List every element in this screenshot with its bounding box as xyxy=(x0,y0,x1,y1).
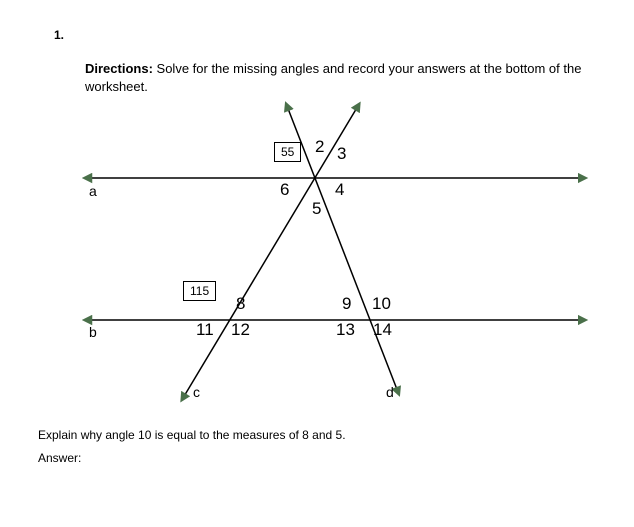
directions-text: Solve for the missing angles and record … xyxy=(85,61,581,94)
angle-10: 10 xyxy=(372,294,391,314)
line-c xyxy=(183,106,358,398)
angle-13: 13 xyxy=(336,320,355,340)
angle-6: 6 xyxy=(280,180,289,200)
label-c: c xyxy=(193,384,200,400)
label-d: d xyxy=(386,384,394,400)
angle-12: 12 xyxy=(231,320,250,340)
label-b: b xyxy=(89,324,97,340)
angle-9: 9 xyxy=(342,294,351,314)
answer-label: Answer: xyxy=(38,451,81,465)
angle-3: 3 xyxy=(337,144,346,164)
geometry-diagram: a b c d 55 115 2 3 4 5 6 8 11 12 9 10 13… xyxy=(75,95,595,415)
diagram-svg xyxy=(75,95,595,415)
angle-11: 11 xyxy=(196,320,214,340)
box-115: 115 xyxy=(183,281,216,301)
angle-5: 5 xyxy=(312,199,321,219)
question-number: 1. xyxy=(54,28,64,42)
angle-4: 4 xyxy=(335,180,344,200)
box-55: 55 xyxy=(274,142,301,162)
label-a: a xyxy=(89,183,97,199)
directions-label: Directions: xyxy=(85,61,153,76)
angle-8: 8 xyxy=(236,294,245,314)
angle-2: 2 xyxy=(315,137,324,157)
angle-14: 14 xyxy=(373,320,392,340)
question-prompt: Explain why angle 10 is equal to the mea… xyxy=(38,428,346,442)
directions: Directions: Solve for the missing angles… xyxy=(85,60,595,96)
